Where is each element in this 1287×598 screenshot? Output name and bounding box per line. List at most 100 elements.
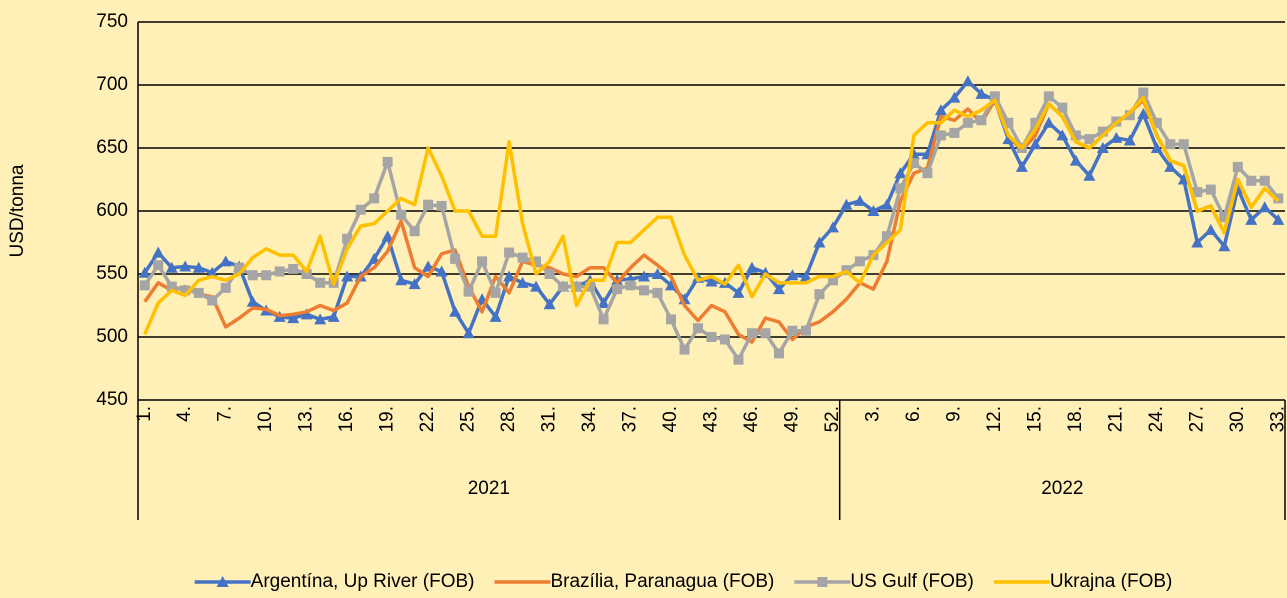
marker <box>1245 213 1258 225</box>
marker <box>207 295 218 306</box>
marker <box>934 104 947 116</box>
marker <box>693 323 704 334</box>
group-label: 2022 <box>1041 478 1083 499</box>
y-tick-label: 550 <box>96 263 128 284</box>
marker <box>166 281 177 292</box>
legend-item: Ukrajna (FOB) <box>993 571 1172 592</box>
x-tick-label: 4. <box>174 406 195 422</box>
marker <box>975 87 988 99</box>
x-tick-label: 28. <box>498 406 519 432</box>
marker <box>139 280 150 291</box>
marker <box>1070 130 1081 141</box>
x-tick-label: 10. <box>255 406 276 432</box>
marker <box>1246 175 1257 186</box>
x-tick-label: 1. <box>134 406 155 422</box>
marker <box>651 268 664 279</box>
marker <box>274 266 285 277</box>
marker <box>531 256 542 267</box>
marker <box>935 130 946 141</box>
marker <box>489 310 502 322</box>
marker <box>301 269 312 279</box>
y-tick-label: 650 <box>96 137 128 158</box>
marker <box>786 269 799 281</box>
x-tick-label: 9. <box>943 406 964 422</box>
marker <box>679 344 690 355</box>
legend-item: Argentína, Up River (FOB) <box>194 571 475 592</box>
marker <box>665 279 678 291</box>
marker <box>355 204 366 215</box>
marker <box>152 246 165 258</box>
marker <box>449 305 462 317</box>
marker <box>571 281 582 292</box>
group-label: 2021 <box>468 478 510 499</box>
marker <box>732 286 745 298</box>
marker <box>1137 107 1150 119</box>
marker <box>247 270 258 281</box>
y-tick-label: 700 <box>96 74 128 95</box>
marker <box>544 269 555 279</box>
marker <box>1030 117 1041 128</box>
marker <box>787 325 798 336</box>
marker <box>490 287 501 298</box>
marker <box>462 327 475 339</box>
marker <box>1029 138 1042 150</box>
legend-label: Brazília, Paranagua (FOB) <box>550 571 774 592</box>
marker <box>639 285 650 296</box>
marker <box>962 117 973 128</box>
marker <box>369 193 380 204</box>
x-tick-label: 7. <box>215 406 236 422</box>
marker <box>1204 223 1217 235</box>
marker <box>1151 117 1162 128</box>
legend-label: Argentína, Up River (FOB) <box>251 571 475 592</box>
marker <box>1165 139 1176 150</box>
marker <box>342 233 353 244</box>
marker <box>234 262 245 273</box>
marker <box>612 284 623 295</box>
marker <box>315 277 326 288</box>
marker <box>908 158 919 169</box>
marker <box>558 281 569 292</box>
marker <box>409 226 420 237</box>
marker <box>408 278 421 290</box>
y-tick-label: 750 <box>96 11 128 32</box>
x-tick-label: 13. <box>296 406 317 432</box>
marker <box>180 285 191 296</box>
y-tick-label: 500 <box>96 326 128 347</box>
marker <box>1258 201 1271 213</box>
marker <box>435 265 448 277</box>
marker <box>773 348 784 359</box>
marker <box>477 256 488 267</box>
x-tick-label: 22. <box>417 406 438 432</box>
x-tick-label: 34. <box>579 406 600 432</box>
marker <box>1123 134 1136 146</box>
marker <box>1219 212 1230 223</box>
marker <box>813 236 826 248</box>
marker <box>1057 102 1068 113</box>
marker <box>341 270 354 282</box>
marker <box>652 287 663 298</box>
marker <box>666 314 677 325</box>
marker <box>327 310 340 322</box>
x-tick-label: 33. <box>1267 406 1287 432</box>
x-tick-label: 37. <box>620 406 641 432</box>
marker <box>1138 87 1149 98</box>
marker <box>543 298 556 310</box>
x-tick-label: 40. <box>660 406 681 432</box>
marker <box>1178 139 1189 150</box>
marker <box>504 247 515 258</box>
marker <box>719 334 730 345</box>
marker <box>261 270 272 281</box>
marker <box>1205 184 1216 195</box>
marker <box>1191 236 1204 248</box>
marker <box>1003 117 1014 128</box>
marker <box>733 354 744 365</box>
marker <box>220 282 231 293</box>
marker <box>463 286 474 297</box>
marker <box>880 198 893 210</box>
legend-label: Ukrajna (FOB) <box>1050 571 1172 592</box>
marker <box>216 576 229 587</box>
marker <box>867 205 880 216</box>
marker <box>288 263 299 274</box>
marker <box>625 280 636 291</box>
x-tick-label: 19. <box>377 406 398 432</box>
